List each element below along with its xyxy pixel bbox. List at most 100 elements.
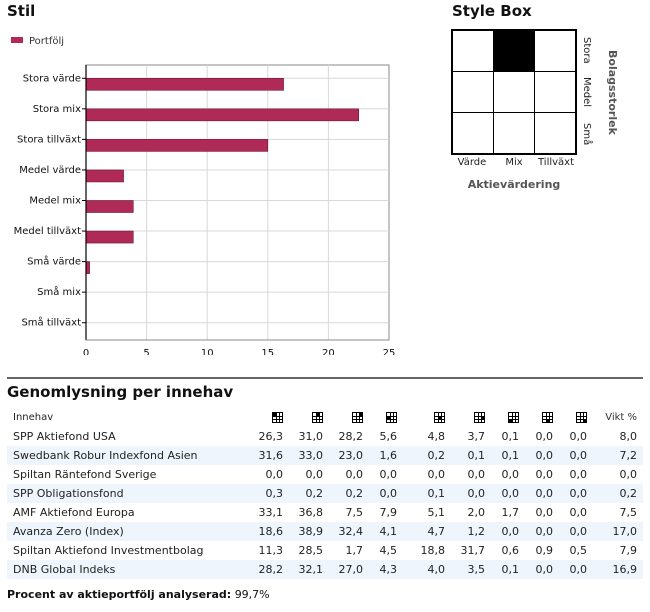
style-box-cell <box>451 112 494 155</box>
bar-medel-tillväxt <box>85 230 134 244</box>
holding-name[interactable]: AMF Aktiefond Europa <box>13 506 135 519</box>
column-header-style-6[interactable] <box>485 407 519 427</box>
style-share-value: 0,0 <box>553 446 587 465</box>
holding-name[interactable]: DNB Global Indeks <box>7 560 243 579</box>
table-row[interactable]: SPP Aktiefond USA 26,3 31,0 28,2 5,6 4,8 3,7 0,… <box>7 427 643 446</box>
table-row[interactable]: Avanza Zero (Index) 18,6 38,9 32,4 4,1 4,7 1,2… <box>7 522 643 541</box>
holding-name[interactable]: Spiltan Räntefond Sverige <box>13 468 157 481</box>
section-title-stil: Stil <box>7 2 36 20</box>
bar-medel-mix <box>85 200 134 213</box>
weight-value: 7,2 <box>587 446 643 465</box>
column-header-style-5[interactable] <box>445 407 485 427</box>
style-share-value: 28,2 <box>338 430 364 443</box>
style-share-value: 36,8 <box>298 506 324 519</box>
weight-value: 7,5 <box>619 506 638 519</box>
style-share-value: 32,4 <box>323 522 363 541</box>
style-share-value: 0,3 <box>243 484 283 503</box>
column-header-vikt[interactable]: Vikt % <box>605 411 637 423</box>
style-share-value: 23,0 <box>323 446 363 465</box>
style-share-value: 26,3 <box>258 430 284 443</box>
style-share-value: 0,0 <box>535 430 554 443</box>
y-category-label: Medel tillväxt <box>14 226 81 237</box>
style-share-value: 32,1 <box>283 560 323 579</box>
style-box-cell <box>492 29 536 72</box>
column-header-style-2[interactable] <box>323 407 363 427</box>
style-share-value: 0,0 <box>363 484 397 503</box>
style-share-value: 0,5 <box>569 544 588 557</box>
table-row[interactable]: Spiltan Aktiefond Investmentbolag 11,3 28,… <box>7 541 643 560</box>
column-header-style-3[interactable] <box>363 407 397 427</box>
style-share-value: 0,0 <box>345 468 364 481</box>
table-row[interactable]: Swedbank Robur Indexfond Asien 31,6 33,0 23… <box>7 446 643 465</box>
holding-name[interactable]: Spiltan Aktiefond Investmentbolag <box>13 544 204 557</box>
style-share-value: 0,0 <box>305 468 324 481</box>
table-row[interactable]: Spiltan Räntefond Sverige 0,0 0,0 0,0 0,0 0,0… <box>7 465 643 484</box>
style-stora-mix-icon <box>312 412 323 423</box>
style-box-col-label: Värde <box>457 157 487 168</box>
style-box-cell <box>492 70 536 114</box>
style-sma-tillvaxt-icon <box>576 412 587 423</box>
style-share-value: 7,5 <box>345 506 364 519</box>
style-box-cell <box>451 70 494 114</box>
bar-stora-mix <box>85 108 360 122</box>
weight-value: 7,9 <box>619 544 638 557</box>
style-sma-varde-icon <box>508 412 519 423</box>
style-share-value: 0,0 <box>501 468 520 481</box>
style-share-value: 0,0 <box>519 560 553 579</box>
y-category-label: Stora värde <box>23 73 81 84</box>
style-share-value: 0,1 <box>485 560 519 579</box>
y-category-label: Stora tillväxt <box>17 134 81 145</box>
y-category-label: Små värde <box>27 255 81 268</box>
column-header-style-0[interactable] <box>243 407 283 427</box>
style-share-value: 0,1 <box>485 446 519 465</box>
style-box-row-label: Medel <box>581 76 592 108</box>
style-share-value: 2,0 <box>467 506 486 519</box>
style-share-value: 0,0 <box>569 468 588 481</box>
style-share-value: 4,5 <box>379 544 398 557</box>
table-row[interactable]: AMF Aktiefond Europa 33,1 36,8 7,5 7,9 5,1 2,0… <box>7 503 643 522</box>
style-share-value: 0,2 <box>283 484 323 503</box>
style-share-value: 38,9 <box>283 522 323 541</box>
y-category-label: Medel mix <box>29 196 81 207</box>
style-share-value: 28,5 <box>298 544 324 557</box>
style-share-value: 31,6 <box>243 446 283 465</box>
style-share-value: 0,1 <box>397 484 445 503</box>
column-header-innehav[interactable]: Innehav <box>13 411 54 423</box>
section-title-holdings: Genomlysning per innehav <box>7 383 234 401</box>
style-share-value: 7,9 <box>379 506 398 519</box>
style-share-value: 0,0 <box>569 430 588 443</box>
style-share-value: 4,0 <box>397 560 445 579</box>
style-share-value: 0,9 <box>535 544 554 557</box>
x-tick-label: 15 <box>261 348 274 355</box>
style-share-value: 0,1 <box>501 430 520 443</box>
holding-name[interactable]: Swedbank Robur Indexfond Asien <box>7 446 243 465</box>
x-tick-label: 0 <box>83 348 89 355</box>
style-share-value: 0,0 <box>535 468 554 481</box>
style-share-value: 0,1 <box>445 446 485 465</box>
style-share-value: 0,0 <box>445 484 485 503</box>
holding-name[interactable]: SPP Aktiefond USA <box>13 430 116 443</box>
style-stora-tillvaxt-icon <box>352 412 363 423</box>
holding-name[interactable]: SPP Obligationsfond <box>7 484 243 503</box>
y-category-label: Stora mix <box>33 104 81 115</box>
style-share-value: 0,0 <box>519 522 553 541</box>
style-share-value: 18,8 <box>420 544 446 557</box>
style-share-value: 5,6 <box>379 430 398 443</box>
holdings-header-row: Innehav Vikt % <box>7 407 643 427</box>
style-share-value: 0,0 <box>535 506 554 519</box>
column-header-style-1[interactable] <box>283 407 323 427</box>
table-row[interactable]: DNB Global Indeks 28,2 32,1 27,0 4,3 4,0 3,5 0,… <box>7 560 643 579</box>
table-row[interactable]: SPP Obligationsfond 0,3 0,2 0,2 0,0 0,1 0,0 0,0… <box>7 484 643 503</box>
style-share-value: 11,3 <box>258 544 284 557</box>
holding-name[interactable]: Avanza Zero (Index) <box>7 522 243 541</box>
column-header-style-4[interactable] <box>397 407 445 427</box>
style-stora-varde-icon <box>272 412 283 423</box>
style-share-value: 31,0 <box>298 430 324 443</box>
style-box-cell <box>534 70 577 114</box>
y-category-label: Små tillväxt <box>21 316 81 329</box>
column-header-style-8[interactable] <box>553 407 587 427</box>
style-box-grid <box>451 29 577 155</box>
style-box-cell <box>534 112 577 155</box>
column-header-style-7[interactable] <box>519 407 553 427</box>
style-box-cell <box>451 29 494 72</box>
